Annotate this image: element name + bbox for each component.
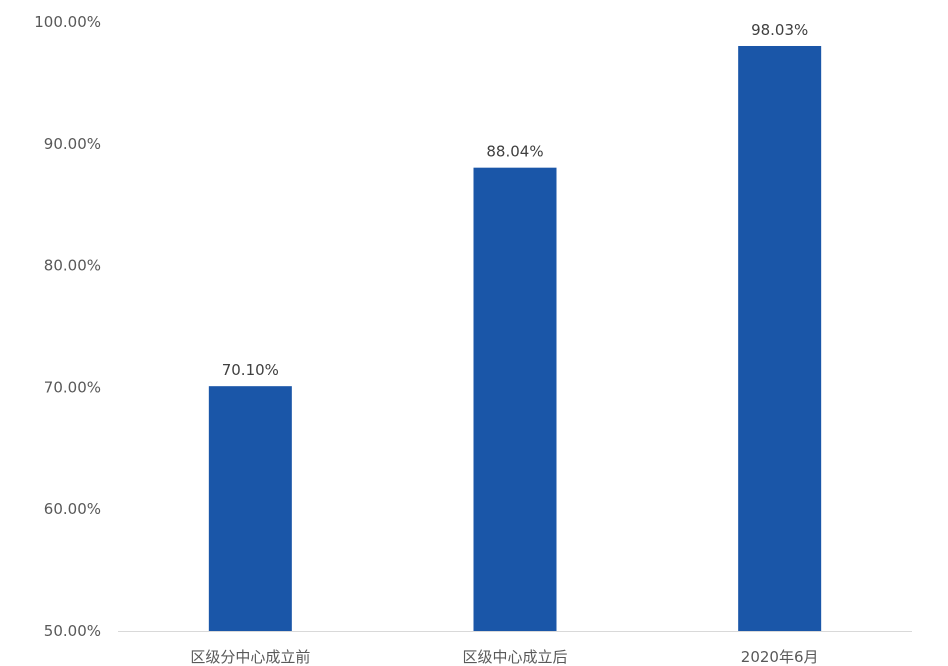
y-tick-label: 50.00% — [44, 622, 101, 640]
x-tick-label: 2020年6月 — [741, 648, 819, 666]
data-label: 88.04% — [486, 143, 543, 161]
y-tick-label: 60.00% — [44, 500, 101, 518]
y-tick-label: 70.00% — [44, 378, 101, 396]
bar — [738, 45, 822, 631]
y-tick-label: 100.00% — [34, 13, 101, 31]
x-tick-label: 区级分中心成立前 — [190, 648, 310, 666]
bar — [473, 167, 557, 632]
x-tick-label: 区级中心成立后 — [462, 648, 567, 666]
bar — [208, 386, 292, 631]
y-tick-label: 80.00% — [44, 257, 101, 275]
y-tick-label: 90.00% — [44, 135, 101, 153]
data-label: 70.10% — [222, 361, 279, 379]
data-label: 98.03% — [751, 21, 808, 39]
